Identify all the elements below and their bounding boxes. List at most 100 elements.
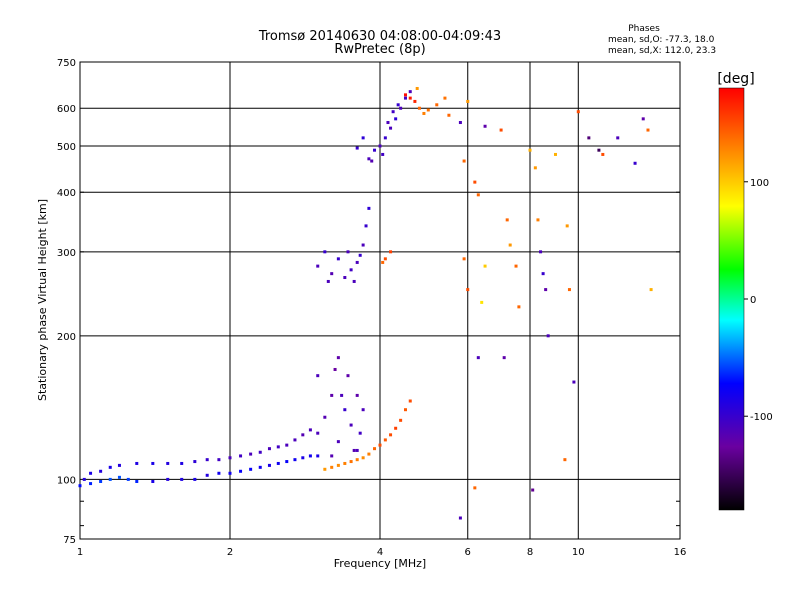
data-point bbox=[135, 461, 139, 465]
data-point bbox=[473, 486, 477, 490]
data-point bbox=[505, 218, 509, 222]
data-point bbox=[301, 433, 305, 437]
data-point bbox=[336, 356, 340, 360]
data-point bbox=[381, 152, 385, 156]
colorbar-tick-label: 0 bbox=[750, 295, 756, 306]
data-point bbox=[399, 106, 403, 110]
data-point bbox=[641, 117, 645, 121]
colorbar bbox=[718, 87, 745, 511]
data-point bbox=[316, 454, 320, 458]
data-point bbox=[443, 96, 447, 100]
data-point bbox=[343, 408, 347, 412]
data-point bbox=[151, 461, 155, 465]
data-point bbox=[323, 467, 327, 471]
phases-mean-o: mean, sd,O: -77.3, 18.0 bbox=[608, 35, 715, 45]
y-tick-label: 200 bbox=[57, 332, 76, 343]
data-point bbox=[546, 334, 550, 338]
data-point bbox=[646, 128, 650, 132]
colorbar-label: [deg] bbox=[717, 71, 754, 87]
x-tick-label: 2 bbox=[227, 547, 233, 558]
data-point bbox=[466, 288, 470, 292]
data-point bbox=[293, 438, 297, 442]
data-point bbox=[616, 136, 620, 140]
data-point bbox=[417, 106, 421, 110]
y-axis-ticks: 75 100 200 300 400 500 600 750 bbox=[57, 58, 680, 546]
data-point bbox=[422, 111, 426, 115]
data-point bbox=[180, 477, 184, 481]
y-tick-label: 100 bbox=[57, 475, 76, 486]
data-point bbox=[108, 477, 112, 481]
data-point bbox=[408, 90, 412, 94]
data-point bbox=[239, 469, 243, 473]
data-point bbox=[514, 264, 518, 268]
data-point bbox=[361, 243, 365, 247]
data-point bbox=[399, 418, 403, 422]
data-point bbox=[502, 356, 506, 360]
data-point bbox=[336, 257, 340, 261]
data-point bbox=[117, 475, 121, 479]
y-tick-label: 300 bbox=[57, 248, 76, 259]
y-tick-label: 75 bbox=[63, 535, 76, 546]
data-point bbox=[346, 250, 350, 254]
data-point bbox=[373, 447, 377, 451]
data-point bbox=[389, 250, 393, 254]
data-point bbox=[308, 454, 312, 458]
data-point bbox=[473, 180, 477, 184]
data-point bbox=[151, 479, 155, 483]
data-point bbox=[301, 456, 305, 460]
data-point bbox=[239, 454, 243, 458]
data-point bbox=[355, 393, 359, 397]
data-point bbox=[323, 415, 327, 419]
data-point bbox=[135, 479, 139, 483]
data-point bbox=[394, 426, 398, 430]
data-point bbox=[349, 460, 353, 464]
data-point bbox=[358, 253, 362, 257]
data-point bbox=[403, 93, 407, 97]
colorbar-ticks: 100 0 -100 bbox=[744, 178, 773, 423]
data-point bbox=[276, 461, 280, 465]
data-point bbox=[553, 152, 557, 156]
chart-title: Tromsø 20140630 04:08:00-04:09:43 bbox=[258, 29, 501, 44]
data-point bbox=[217, 458, 221, 462]
data-point bbox=[355, 260, 359, 264]
data-point bbox=[330, 465, 334, 469]
x-axis-ticks: 1 2 4 6 8 10 16 bbox=[77, 547, 687, 558]
data-point bbox=[99, 469, 103, 473]
x-tick-label: 6 bbox=[465, 547, 471, 558]
data-point bbox=[276, 445, 280, 449]
phases-heading: Phases bbox=[628, 24, 660, 34]
data-point bbox=[166, 461, 170, 465]
data-point bbox=[367, 452, 371, 456]
data-point bbox=[267, 447, 271, 451]
data-point bbox=[308, 428, 312, 432]
data-point bbox=[403, 408, 407, 412]
data-point bbox=[394, 117, 398, 121]
data-point bbox=[330, 272, 334, 276]
data-point bbox=[601, 152, 605, 156]
data-point bbox=[267, 463, 271, 467]
x-tick-label: 10 bbox=[572, 547, 585, 558]
data-point bbox=[285, 443, 289, 447]
data-point bbox=[78, 484, 82, 488]
data-point bbox=[386, 121, 390, 125]
data-point bbox=[383, 136, 387, 140]
data-point bbox=[373, 148, 377, 152]
data-point bbox=[391, 110, 395, 114]
y-tick-label: 500 bbox=[57, 142, 76, 153]
data-point bbox=[389, 126, 393, 130]
data-point bbox=[378, 144, 382, 148]
data-point bbox=[217, 471, 221, 475]
data-point bbox=[166, 477, 170, 481]
x-axis-label: Frequency [MHz] bbox=[334, 557, 426, 570]
data-point bbox=[378, 443, 382, 447]
data-point bbox=[82, 477, 86, 481]
grid-lines bbox=[80, 62, 680, 539]
data-point bbox=[316, 431, 320, 435]
data-point bbox=[249, 467, 253, 471]
data-point bbox=[587, 136, 591, 140]
data-point bbox=[517, 305, 521, 309]
data-point bbox=[205, 458, 209, 462]
data-point bbox=[258, 450, 262, 454]
x-tick-label: 1 bbox=[77, 547, 83, 558]
data-point bbox=[316, 374, 320, 378]
